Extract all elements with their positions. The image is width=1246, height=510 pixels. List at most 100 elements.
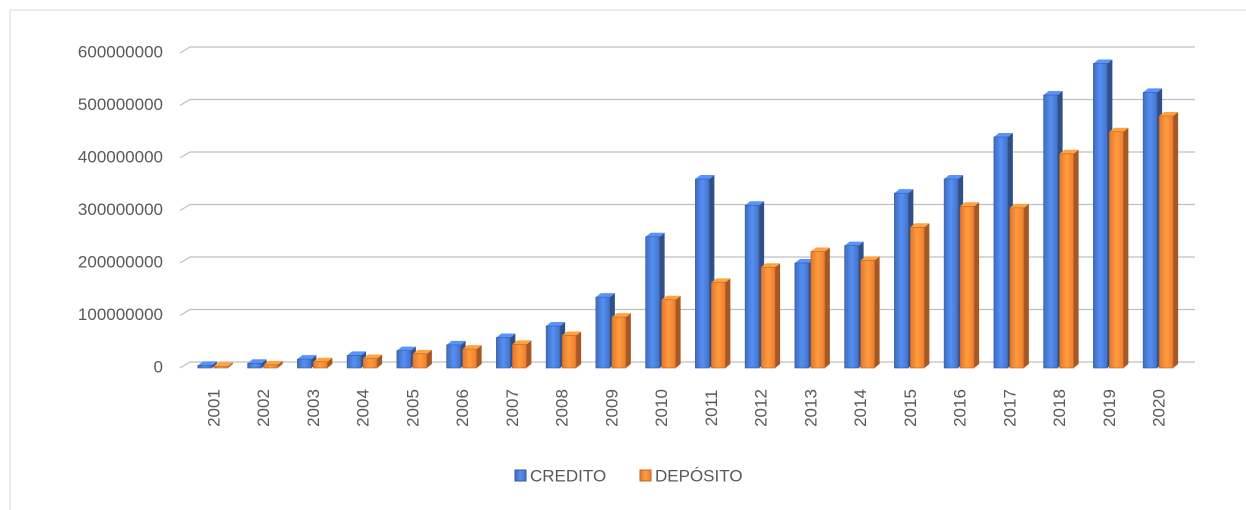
- bar-group: [860, 256, 880, 369]
- y-tick-label: 0: [154, 357, 163, 376]
- bar: [844, 245, 859, 369]
- bar-top: [1059, 149, 1079, 154]
- bar: [263, 364, 278, 369]
- bar: [412, 353, 428, 369]
- bar-side: [924, 223, 930, 368]
- bar-top: [412, 349, 432, 354]
- x-tick-label: 2017: [1000, 389, 1019, 427]
- bar-group: [362, 354, 383, 369]
- bar-top: [1009, 203, 1029, 208]
- bar: [1009, 207, 1025, 369]
- bar-top: [462, 345, 482, 350]
- bar-group: [263, 360, 283, 369]
- bar: [297, 358, 312, 369]
- bar-top: [910, 223, 930, 228]
- bar-top: [745, 201, 765, 206]
- bar: [561, 335, 577, 369]
- bar-top: [711, 278, 731, 283]
- bar-side: [426, 349, 432, 368]
- bar-top: [313, 357, 333, 362]
- bar-side: [526, 340, 532, 368]
- bar: [446, 344, 461, 369]
- x-tick-label: 2004: [354, 389, 373, 427]
- bar-side: [476, 345, 482, 368]
- grid-line: [179, 151, 1195, 159]
- bar-group: [462, 345, 482, 369]
- bar-top: [993, 133, 1013, 137]
- grid-line: [179, 98, 1195, 107]
- x-tick-label: 2014: [851, 389, 870, 427]
- bar: [993, 136, 1009, 369]
- bar-top: [595, 293, 615, 298]
- bar-top: [844, 241, 864, 246]
- bar-group: [313, 357, 333, 369]
- bar-group: [661, 295, 681, 369]
- bar-side: [1073, 149, 1079, 368]
- x-tick-label: 2005: [403, 389, 422, 427]
- bar-side: [377, 354, 383, 368]
- bar: [744, 204, 760, 369]
- grid-line: [179, 256, 1195, 264]
- bar-group: [247, 359, 267, 369]
- bar-group: [197, 361, 217, 369]
- bar-side: [327, 357, 333, 368]
- x-tick-label: 2008: [553, 389, 572, 427]
- bar-group: [810, 247, 830, 369]
- bar: [959, 206, 975, 369]
- bar-top: [661, 295, 681, 300]
- x-tick-label: 2003: [304, 389, 323, 427]
- bar-top: [562, 331, 582, 336]
- bar: [1158, 115, 1174, 369]
- y-tick-label: 100000000: [78, 305, 163, 324]
- y-tick-label: 400000000: [78, 147, 163, 166]
- bar-group: [412, 349, 432, 369]
- bar: [1109, 131, 1124, 369]
- bar: [247, 362, 262, 369]
- bar-group: [910, 223, 930, 369]
- bar-side: [725, 278, 731, 368]
- bar-top: [213, 362, 233, 367]
- x-tick-label: 2015: [901, 389, 920, 427]
- bar-top: [546, 322, 566, 326]
- bar-top: [1109, 127, 1129, 132]
- bar-side: [227, 362, 233, 368]
- bar: [1059, 153, 1074, 369]
- bar: [462, 348, 477, 369]
- bar: [943, 178, 959, 369]
- legend-label: CREDITO: [530, 466, 606, 485]
- x-tick-label: 2013: [801, 389, 820, 427]
- bar-group: [1158, 112, 1179, 369]
- bar: [910, 227, 925, 369]
- bar-top: [363, 354, 383, 359]
- bar: [810, 251, 826, 369]
- bar: [645, 236, 660, 369]
- y-tick-label: 500000000: [78, 95, 163, 114]
- bar-side: [625, 313, 631, 368]
- bar: [1043, 94, 1058, 369]
- bar-side: [824, 247, 830, 368]
- bar-top: [1043, 91, 1063, 95]
- bar-top: [695, 175, 715, 179]
- x-tick-label: 2006: [453, 389, 472, 427]
- x-tick-label: 2019: [1100, 389, 1119, 427]
- bar-top: [396, 346, 416, 351]
- bar-side: [1023, 203, 1029, 368]
- bar: [346, 355, 362, 369]
- y-tick-label: 600000000: [78, 42, 163, 61]
- x-tick-label: 2016: [951, 389, 970, 427]
- bar-top: [761, 263, 781, 268]
- grid-line: [179, 308, 1195, 317]
- x-tick-label: 2009: [602, 389, 621, 427]
- x-tick-label: 2012: [752, 389, 771, 427]
- bar-group: [611, 313, 631, 369]
- bar-top: [297, 355, 317, 360]
- bar: [1093, 63, 1108, 369]
- bar-group: [561, 331, 582, 369]
- bar-top: [347, 351, 367, 356]
- bar-top: [446, 340, 466, 345]
- legend-label: DEPÓSITO: [655, 466, 743, 485]
- bar-side: [277, 360, 283, 368]
- bar-top: [1093, 59, 1113, 64]
- bar-top: [645, 232, 665, 237]
